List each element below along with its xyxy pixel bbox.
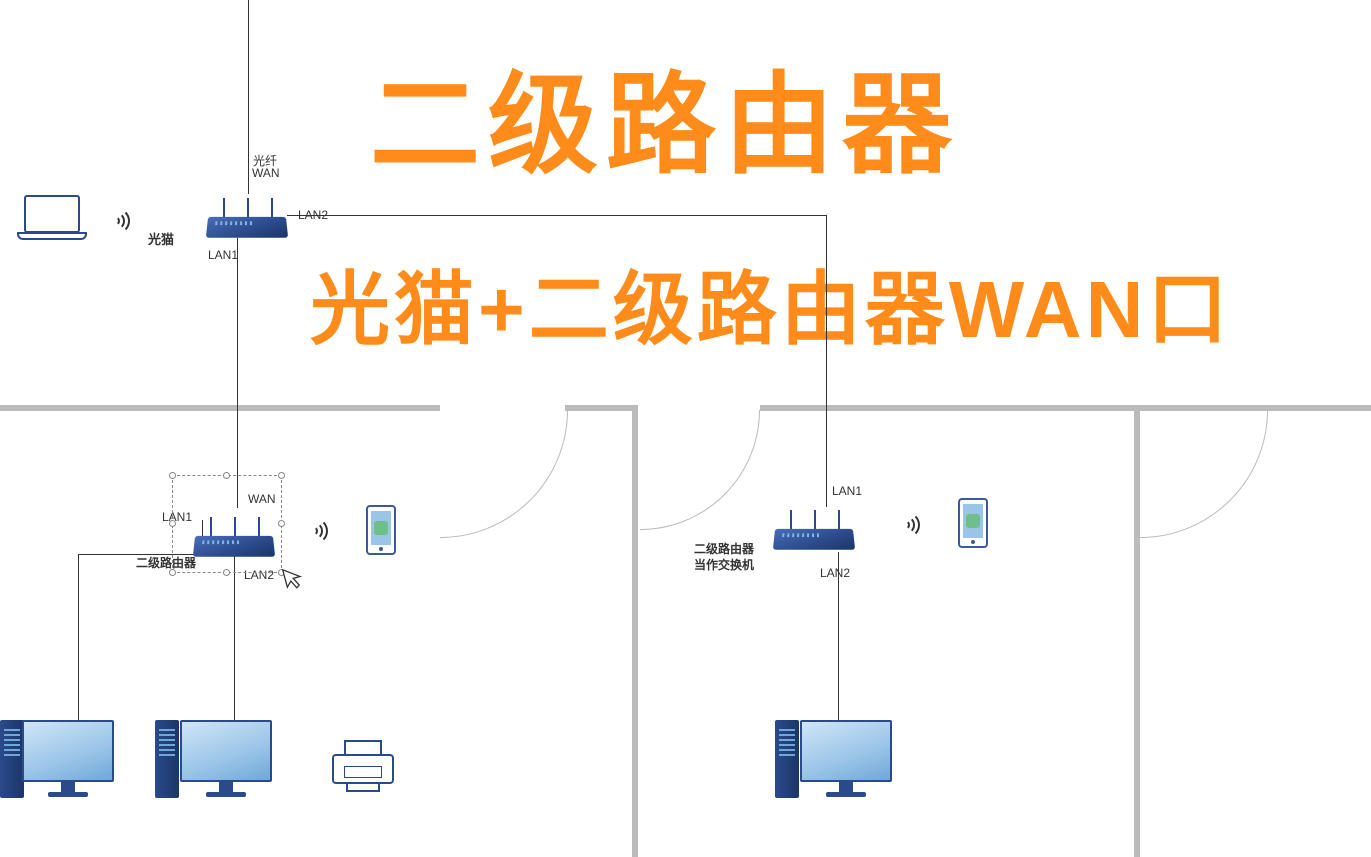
label-modem: 光猫	[148, 229, 174, 248]
label-lan2-top: LAN2	[298, 208, 328, 222]
wifi-icon	[310, 520, 338, 542]
line-fiber-in	[248, 0, 249, 194]
wall-v1	[632, 405, 638, 857]
router-modem-icon	[207, 188, 287, 238]
router-right-icon	[774, 500, 854, 550]
pc-monitor-icon	[800, 720, 892, 797]
phone-icon	[958, 498, 988, 548]
title-sub: 光猫+二级路由器WAN口	[310, 245, 1231, 361]
line-pc2-drop	[234, 555, 235, 725]
wall-top-right	[760, 405, 1371, 411]
diagram-canvas: 二级路由器 光猫+二级路由器WAN口	[0, 0, 1371, 857]
line-modem-down	[237, 238, 238, 508]
wifi-icon	[112, 210, 140, 232]
line-pc1-drop	[78, 554, 79, 724]
label-lan1-top: LAN1	[208, 248, 238, 262]
label-lan1-right: LAN1	[832, 484, 862, 498]
pc-monitor-icon	[180, 720, 272, 797]
door-arc-3	[1140, 410, 1268, 538]
printer-icon	[332, 740, 394, 792]
cursor-icon	[280, 563, 310, 600]
door-arc-2	[640, 410, 760, 530]
pc-tower-icon	[775, 720, 799, 798]
title-main: 二级路由器	[370, 35, 960, 195]
line-lan2-v	[826, 215, 827, 507]
wifi-icon	[902, 514, 930, 536]
selection-box[interactable]	[172, 475, 282, 573]
label-wan-top: WAN	[252, 166, 280, 180]
line-lan2-h	[287, 215, 827, 216]
pc-tower-icon	[155, 720, 179, 798]
label-router2-right-2: 当作交换机	[694, 556, 754, 573]
pc-tower-icon	[0, 720, 24, 798]
laptop-icon	[17, 195, 87, 245]
phone-icon	[366, 505, 396, 555]
wall-top-left	[0, 405, 440, 411]
label-router2-right-1: 二级路由器	[694, 540, 754, 557]
door-arc-1	[440, 410, 568, 538]
wall-top-mid	[565, 405, 637, 411]
label-lan2-right: LAN2	[820, 566, 850, 580]
pc-monitor-icon	[22, 720, 114, 797]
